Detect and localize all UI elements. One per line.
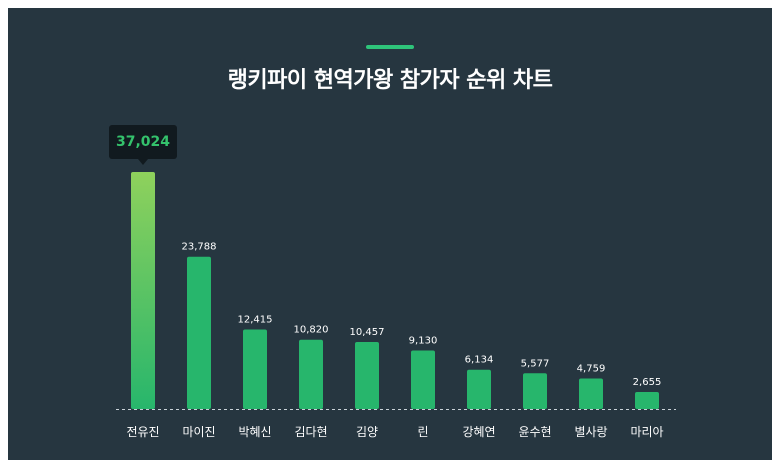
tooltip-arrow [138, 159, 148, 165]
bar-1 [131, 172, 155, 409]
category-label-3: 박혜신 [238, 425, 271, 439]
value-label-7: 6,134 [465, 355, 494, 366]
bar-8 [523, 373, 547, 409]
top-value-tooltip: 37,024 [109, 125, 177, 159]
category-label-1: 전유진 [126, 425, 159, 439]
category-label-7: 강혜연 [462, 425, 495, 439]
bar-3 [243, 329, 267, 409]
category-label-4: 김다현 [294, 425, 327, 439]
value-label-9: 4,759 [577, 364, 606, 375]
bar-6 [411, 350, 435, 409]
value-label-6: 9,130 [409, 336, 438, 347]
value-label-10: 2,655 [633, 377, 662, 388]
title-accent-line [366, 45, 414, 49]
bar-10 [635, 392, 659, 409]
value-label-3: 12,415 [238, 315, 273, 326]
bar-9 [579, 378, 603, 409]
value-label-5: 10,457 [350, 327, 385, 338]
bar-7 [467, 369, 491, 409]
value-label-8: 5,577 [521, 358, 550, 369]
category-label-2: 마이진 [182, 425, 215, 439]
category-label-10: 마리아 [630, 425, 663, 439]
category-label-8: 윤수현 [518, 425, 551, 439]
bars-group: 전유진 23,788 마이진 12,415 박혜신 10,820 김다현 10,457 김양 9,… [126, 172, 664, 439]
chart-title: 랭키파이 현역가왕 참가자 순위 차트 [227, 68, 553, 93]
value-label-2: 23,788 [182, 242, 217, 253]
category-label-9: 별사랑 [574, 425, 607, 439]
bar-4 [299, 339, 323, 409]
category-label-5: 김양 [356, 425, 378, 439]
bar-2 [187, 256, 211, 409]
bar-5 [355, 342, 379, 409]
category-label-6: 린 [417, 425, 428, 439]
value-label-4: 10,820 [294, 325, 329, 336]
